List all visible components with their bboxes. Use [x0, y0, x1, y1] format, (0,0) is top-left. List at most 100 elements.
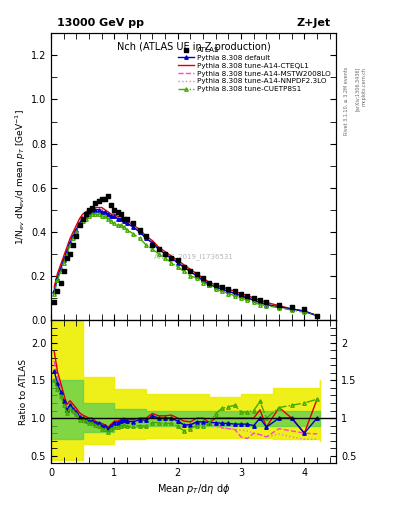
Pythia 8.308 tune-CUETP8S1 [150, 246, 155, 252]
Pythia 8.308 tune-CUETP8S1 [277, 305, 281, 311]
Pythia 8.308 tune-A14-CTEQL1 [252, 295, 256, 301]
Y-axis label: Ratio to ATLAS: Ratio to ATLAS [19, 359, 28, 424]
Pythia 8.308 tune-A14-CTEQL1 [232, 288, 237, 294]
Pythia 8.308 default [115, 216, 120, 222]
Pythia 8.308 tune-A14-CTEQL1 [182, 262, 186, 268]
Pythia 8.308 tune-CUETP8S1 [61, 260, 66, 266]
Pythia 8.308 tune-A14-NNPDF2.3LO [58, 264, 63, 270]
Pythia 8.308 tune-A14-CTEQL1 [144, 233, 149, 239]
Pythia 8.308 tune-CUETP8S1 [68, 242, 72, 248]
ATLAS [238, 289, 244, 297]
Pythia 8.308 tune-A14-CTEQL1 [188, 266, 193, 272]
Pythia 8.308 tune-A14-NNPDF2.3LO [252, 297, 256, 303]
Pythia 8.308 tune-A14-CTEQL1 [71, 229, 75, 235]
ATLAS [219, 283, 225, 291]
Pythia 8.308 default [156, 246, 161, 252]
Pythia 8.308 default [315, 312, 320, 318]
Pythia 8.308 tune-A14-NNPDF2.3LO [201, 277, 206, 283]
Pythia 8.308 tune-A14-CTEQL1 [115, 214, 120, 220]
Pythia 8.308 tune-A14-CTEQL1 [175, 258, 180, 264]
Pythia 8.308 default [258, 300, 263, 306]
Text: Nch (ATLAS UE in Z production): Nch (ATLAS UE in Z production) [117, 42, 270, 52]
Pythia 8.308 tune-A14-CTEQL1 [315, 312, 320, 318]
ATLAS [92, 199, 99, 207]
Pythia 8.308 default [71, 233, 75, 239]
ATLAS [301, 305, 307, 313]
ATLAS [118, 210, 124, 218]
Pythia 8.308 tune-CUETP8S1 [87, 214, 92, 220]
Line: Pythia 8.308 tune-A14-MSTW2008LO: Pythia 8.308 tune-A14-MSTW2008LO [54, 210, 317, 315]
Pythia 8.308 tune-A14-NNPDF2.3LO [175, 260, 180, 266]
Pythia 8.308 tune-A14-MSTW2008LO [207, 280, 212, 286]
Pythia 8.308 tune-A14-NNPDF2.3LO [138, 229, 142, 235]
ATLAS [162, 250, 168, 258]
Pythia 8.308 tune-A14-MSTW2008LO [264, 302, 269, 308]
Pythia 8.308 tune-A14-MSTW2008LO [71, 231, 75, 237]
Pythia 8.308 default [77, 220, 82, 226]
Pythia 8.308 tune-A14-NNPDF2.3LO [55, 273, 60, 279]
ATLAS [54, 287, 61, 295]
Pythia 8.308 tune-A14-NNPDF2.3LO [315, 312, 320, 318]
Pythia 8.308 tune-A14-CTEQL1 [245, 293, 250, 299]
Pythia 8.308 tune-CUETP8S1 [131, 231, 136, 237]
Pythia 8.308 tune-A14-NNPDF2.3LO [68, 238, 72, 244]
Pythia 8.308 tune-A14-MSTW2008LO [61, 255, 66, 261]
ATLAS [114, 208, 121, 216]
Pythia 8.308 tune-CUETP8S1 [121, 224, 126, 230]
Pythia 8.308 tune-A14-NNPDF2.3LO [302, 308, 307, 314]
Pythia 8.308 default [93, 207, 98, 213]
Pythia 8.308 tune-A14-CTEQL1 [264, 300, 269, 306]
Pythia 8.308 tune-A14-MSTW2008LO [87, 209, 92, 215]
ATLAS [314, 311, 320, 319]
Pythia 8.308 tune-A14-CTEQL1 [74, 222, 79, 228]
Pythia 8.308 tune-A14-NNPDF2.3LO [245, 295, 250, 301]
ATLAS [99, 195, 105, 203]
ATLAS [251, 294, 257, 302]
Pythia 8.308 tune-A14-MSTW2008LO [258, 300, 263, 306]
Pythia 8.308 tune-A14-NNPDF2.3LO [74, 224, 79, 230]
Pythia 8.308 tune-A14-NNPDF2.3LO [90, 207, 95, 213]
ATLAS [130, 219, 136, 227]
Pythia 8.308 tune-A14-NNPDF2.3LO [169, 255, 174, 261]
Pythia 8.308 tune-CUETP8S1 [144, 242, 149, 248]
ATLAS [61, 267, 67, 275]
Pythia 8.308 tune-CUETP8S1 [175, 264, 180, 270]
Pythia 8.308 default [112, 214, 117, 220]
Pythia 8.308 default [226, 288, 231, 294]
Pythia 8.308 default [118, 216, 123, 222]
Pythia 8.308 tune-A14-CTEQL1 [220, 284, 224, 290]
ATLAS [73, 232, 79, 240]
Pythia 8.308 tune-A14-MSTW2008LO [52, 286, 57, 292]
ATLAS [206, 279, 213, 287]
Pythia 8.308 default [150, 240, 155, 246]
Pythia 8.308 tune-A14-CTEQL1 [169, 253, 174, 259]
ATLAS [257, 296, 263, 304]
Pythia 8.308 tune-A14-NNPDF2.3LO [232, 290, 237, 296]
Pythia 8.308 tune-A14-MSTW2008LO [302, 308, 307, 314]
ATLAS [108, 201, 114, 209]
ATLAS [200, 274, 206, 282]
Pythia 8.308 tune-A14-CTEQL1 [112, 211, 117, 217]
Pythia 8.308 tune-A14-MSTW2008LO [68, 238, 72, 244]
Pythia 8.308 tune-A14-CTEQL1 [90, 204, 95, 210]
Pythia 8.308 tune-A14-CTEQL1 [52, 284, 57, 290]
Pythia 8.308 tune-A14-NNPDF2.3LO [84, 211, 88, 217]
Pythia 8.308 tune-A14-MSTW2008LO [64, 246, 69, 252]
Pythia 8.308 default [68, 240, 72, 246]
Pythia 8.308 default [99, 209, 104, 215]
Pythia 8.308 tune-CUETP8S1 [81, 218, 85, 224]
Pythia 8.308 tune-CUETP8S1 [182, 268, 186, 274]
Pythia 8.308 tune-A14-MSTW2008LO [182, 264, 186, 270]
ATLAS [111, 206, 118, 214]
ATLAS [51, 298, 57, 307]
Pythia 8.308 tune-A14-NNPDF2.3LO [220, 286, 224, 292]
Pythia 8.308 tune-A14-MSTW2008LO [315, 312, 320, 318]
Pythia 8.308 tune-A14-CTEQL1 [138, 226, 142, 232]
Pythia 8.308 tune-A14-CTEQL1 [55, 271, 60, 277]
Pythia 8.308 tune-A14-MSTW2008LO [239, 293, 243, 299]
Pythia 8.308 tune-A14-MSTW2008LO [201, 277, 206, 283]
Pythia 8.308 tune-A14-MSTW2008LO [277, 304, 281, 310]
ATLAS [76, 221, 83, 229]
Pythia 8.308 tune-CUETP8S1 [64, 251, 69, 257]
Pythia 8.308 tune-A14-MSTW2008LO [90, 207, 95, 213]
